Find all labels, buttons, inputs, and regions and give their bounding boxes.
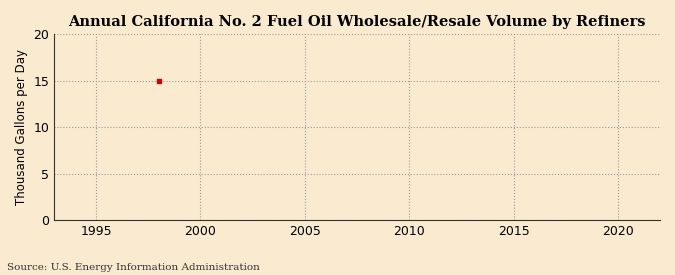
Title: Annual California No. 2 Fuel Oil Wholesale/Resale Volume by Refiners: Annual California No. 2 Fuel Oil Wholesa… [68,15,646,29]
Text: Source: U.S. Energy Information Administration: Source: U.S. Energy Information Administ… [7,263,260,272]
Y-axis label: Thousand Gallons per Day: Thousand Gallons per Day [15,49,28,205]
